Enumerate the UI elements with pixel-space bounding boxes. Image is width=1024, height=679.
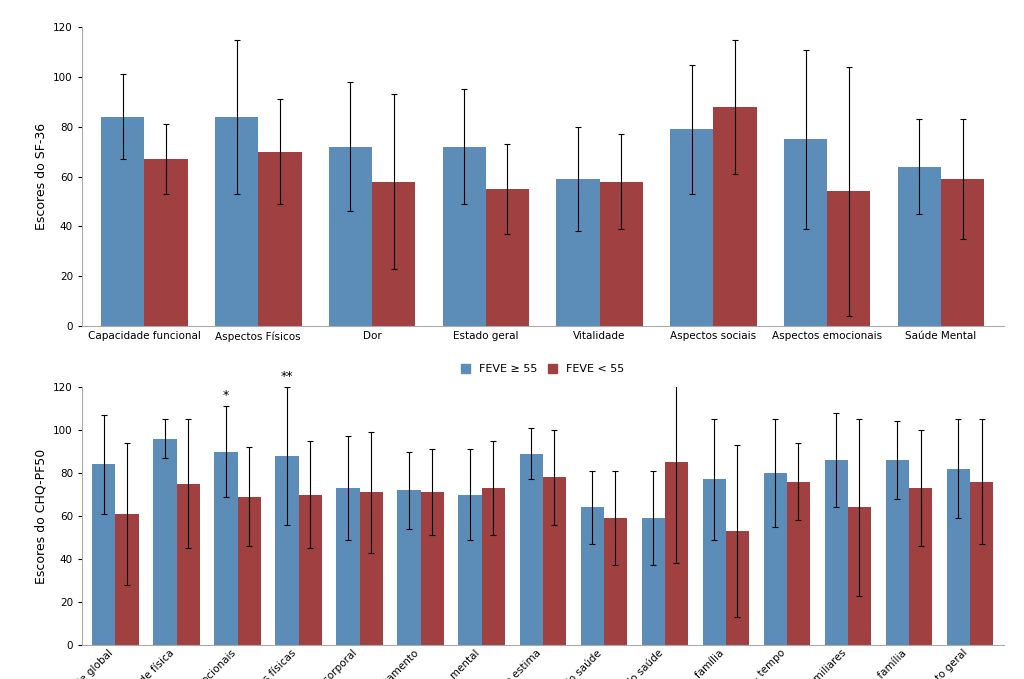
Bar [397, 490, 421, 645]
Bar [909, 488, 932, 645]
Bar [784, 139, 827, 326]
Bar [670, 129, 714, 326]
Bar [215, 117, 258, 326]
Bar [485, 189, 529, 326]
Bar [827, 191, 870, 326]
Bar [714, 107, 757, 326]
Bar [101, 117, 144, 326]
Bar [604, 518, 627, 645]
Bar [970, 481, 993, 645]
Bar [421, 492, 443, 645]
Bar [941, 179, 984, 326]
Bar [543, 477, 566, 645]
Bar [372, 181, 416, 326]
Bar [258, 151, 301, 326]
Bar [214, 452, 238, 645]
Text: *: * [223, 389, 229, 402]
Bar [556, 179, 600, 326]
Bar [116, 514, 138, 645]
Bar [600, 181, 643, 326]
Bar [329, 147, 372, 326]
Bar [144, 159, 187, 326]
Bar [642, 518, 665, 645]
Bar [442, 147, 485, 326]
Bar [337, 488, 359, 645]
Bar [238, 497, 261, 645]
Bar [154, 439, 176, 645]
Text: **: ** [281, 370, 293, 383]
Bar [665, 462, 688, 645]
Bar [519, 454, 543, 645]
Bar [702, 479, 726, 645]
Bar [886, 460, 909, 645]
Bar [764, 473, 786, 645]
Bar [581, 507, 604, 645]
Bar [848, 507, 871, 645]
Bar [481, 488, 505, 645]
Bar [824, 460, 848, 645]
Bar [359, 492, 383, 645]
Bar [947, 469, 970, 645]
Legend: FEVE ≥ 55, FEVE < 55: FEVE ≥ 55, FEVE < 55 [461, 364, 625, 374]
Bar [786, 481, 810, 645]
Bar [898, 166, 941, 326]
Y-axis label: Escores do SF-36: Escores do SF-36 [35, 123, 47, 230]
Y-axis label: Escores do CHQ-PF50: Escores do CHQ-PF50 [35, 448, 47, 584]
Bar [459, 494, 481, 645]
Bar [176, 483, 200, 645]
Bar [92, 464, 116, 645]
Bar [299, 494, 322, 645]
Bar [726, 531, 749, 645]
Bar [275, 456, 299, 645]
